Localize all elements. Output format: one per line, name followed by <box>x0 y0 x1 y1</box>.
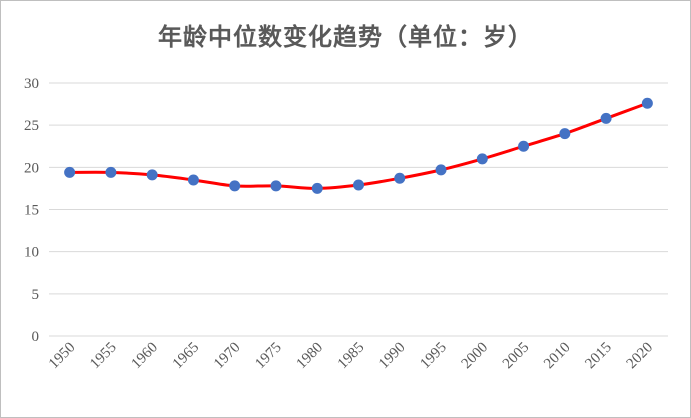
x-tick-label: 2005 <box>500 340 533 373</box>
y-tick-label: 10 <box>24 245 39 261</box>
x-tick-label: 1985 <box>335 340 368 373</box>
y-tick-label: 15 <box>24 203 39 219</box>
x-tick-label: 1970 <box>211 340 244 373</box>
data-point <box>518 140 530 152</box>
y-tick-label: 25 <box>24 118 39 134</box>
x-tick-label: 2020 <box>624 340 657 373</box>
data-point <box>229 180 241 192</box>
x-tick-label: 1960 <box>128 340 161 373</box>
y-tick-label: 20 <box>24 160 39 176</box>
data-point <box>641 97 653 109</box>
data-point <box>394 172 406 184</box>
x-tick-label: 1950 <box>46 340 79 373</box>
chart-title: 年龄中位数变化趋势（单位：岁） <box>158 23 533 51</box>
x-tick-label: 1980 <box>294 340 327 373</box>
y-tick-label: 30 <box>24 76 39 92</box>
data-point <box>476 153 488 165</box>
data-point <box>311 182 323 194</box>
x-tick-label: 1995 <box>417 340 450 373</box>
data-point <box>64 166 76 178</box>
data-point <box>187 174 199 186</box>
x-tick-label: 2015 <box>582 340 615 373</box>
data-point <box>353 179 364 191</box>
x-tick-label: 2010 <box>541 340 574 373</box>
x-tick-label: 1990 <box>376 340 409 373</box>
x-tick-label: 1955 <box>87 340 120 373</box>
data-point <box>146 169 158 181</box>
x-tick-label: 1965 <box>170 340 203 373</box>
x-tick-label: 1975 <box>252 340 285 373</box>
data-point <box>435 164 447 176</box>
x-tick-label: 2000 <box>459 340 492 373</box>
data-point <box>105 166 117 178</box>
data-point <box>600 112 612 124</box>
data-point <box>270 180 282 192</box>
y-tick-label: 5 <box>32 287 40 303</box>
y-tick-label: 0 <box>32 329 40 345</box>
data-point <box>559 128 571 140</box>
